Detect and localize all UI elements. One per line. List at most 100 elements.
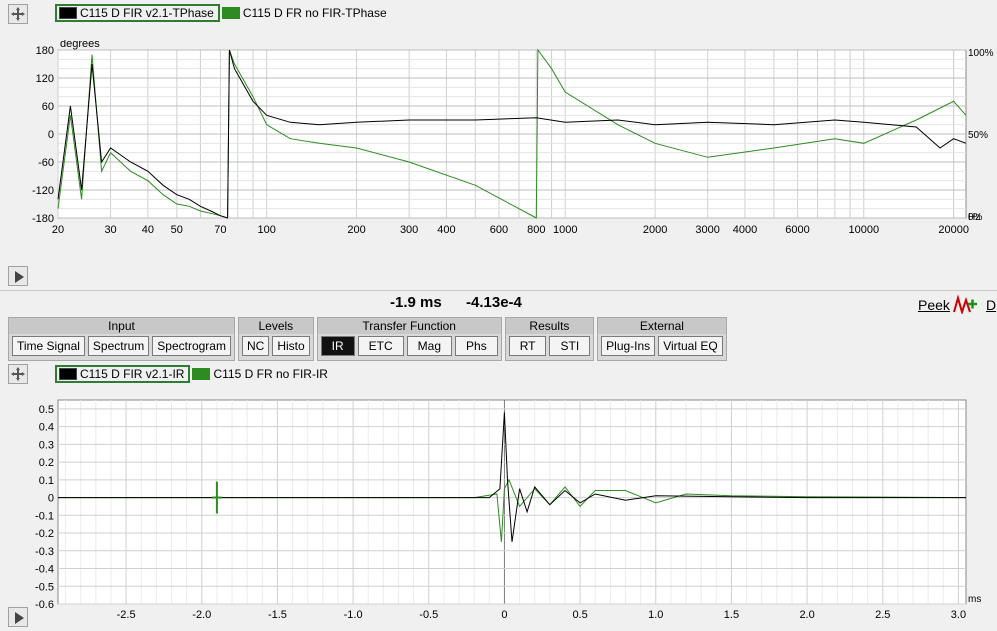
legend-swatch bbox=[221, 7, 240, 19]
x-tick-label: -2.5 bbox=[117, 609, 136, 621]
y-tick-label: -0.6 bbox=[35, 599, 54, 611]
x-tick-label: -0.5 bbox=[419, 609, 438, 621]
legend-label: C115 D FIR v2.1-TPhase bbox=[80, 6, 214, 20]
status-bar: -1.9 ms -4.13e-4 Peek D bbox=[0, 290, 997, 317]
series-line-fir-ir bbox=[58, 412, 966, 542]
right-axis-tick-label: 50% bbox=[968, 130, 988, 141]
x-tick-label: 20 bbox=[52, 224, 64, 236]
y-tick-label: -60 bbox=[38, 157, 54, 169]
series-line-fir-tphase bbox=[57, 49, 967, 219]
legend-swatch bbox=[192, 368, 211, 380]
legend-item-fir-ir[interactable]: C115 D FIR v2.1-IR bbox=[55, 365, 191, 383]
ir-plot-area bbox=[57, 399, 967, 605]
y-tick-label: -180 bbox=[32, 213, 54, 225]
peek-button[interactable]: Peek bbox=[918, 297, 950, 313]
x-unit-label: ms bbox=[968, 594, 981, 605]
etc-button[interactable]: ETC bbox=[357, 336, 404, 356]
play-icon[interactable] bbox=[8, 266, 28, 286]
legend-swatch bbox=[59, 368, 77, 380]
x-tick-label: 30 bbox=[104, 224, 116, 236]
group-title: Input bbox=[9, 318, 234, 334]
y-tick-label: -0.1 bbox=[35, 510, 54, 522]
y-tick-label: -120 bbox=[32, 185, 54, 197]
mag-button[interactable]: Mag bbox=[406, 336, 453, 356]
group-levels: Levels NC Histo bbox=[237, 317, 314, 361]
group-title: Transfer Function bbox=[317, 318, 501, 334]
x-tick-label: 300 bbox=[400, 224, 418, 236]
histo-button[interactable]: Histo bbox=[272, 336, 310, 356]
sti-button[interactable]: STI bbox=[549, 336, 591, 356]
y-tick-label: 0.5 bbox=[39, 404, 54, 416]
y-tick-label: -0.3 bbox=[35, 546, 54, 558]
play-icon[interactable] bbox=[8, 607, 28, 627]
legend-item-nofir-ir[interactable]: C115 D FR no FIR-IR bbox=[190, 365, 331, 383]
x-unit-label: Hz bbox=[968, 212, 980, 223]
x-tick-label: 0.5 bbox=[572, 609, 587, 621]
x-tick-label: 1.0 bbox=[648, 609, 663, 621]
series-line-nofir-ir bbox=[58, 478, 967, 542]
x-tick-label: 10000 bbox=[848, 224, 879, 236]
x-tick-label: 4000 bbox=[733, 224, 757, 236]
impulse-graph-pane: C115 D FIR v2.1-IR C115 D FR no FIR-IR 0… bbox=[0, 362, 997, 631]
x-tick-label: 2.0 bbox=[799, 609, 814, 621]
group-results: Results RT STI bbox=[504, 317, 595, 361]
x-tick-label: 2000 bbox=[643, 224, 667, 236]
x-tick-label: 70 bbox=[214, 224, 226, 236]
ir-button[interactable]: IR bbox=[320, 336, 355, 356]
group-external: External Plug-Ins Virtual EQ bbox=[597, 317, 727, 361]
group-transfer-function: Transfer Function IR ETC Mag Phs bbox=[316, 317, 502, 361]
legend-label: C115 D FR no FIR-TPhase bbox=[242, 6, 387, 20]
y-tick-label: 0 bbox=[48, 129, 54, 141]
y-tick-label: -0.2 bbox=[35, 528, 54, 540]
time-readout: -1.9 ms bbox=[390, 294, 442, 311]
group-title: External bbox=[598, 318, 726, 334]
y-tick-label: -0.5 bbox=[35, 581, 54, 593]
x-tick-label: 0 bbox=[501, 609, 507, 621]
spectrum-button[interactable]: Spectrum bbox=[87, 336, 150, 356]
y-tick-label: 0.3 bbox=[39, 439, 54, 451]
time-signal-button[interactable]: Time Signal bbox=[12, 336, 85, 356]
x-tick-label: 800 bbox=[527, 224, 545, 236]
x-tick-label: 40 bbox=[142, 224, 154, 236]
series-line-nofir-tphase bbox=[57, 48, 967, 219]
x-tick-label: 600 bbox=[490, 224, 508, 236]
y-tick-label: 0 bbox=[48, 493, 54, 505]
cut-off-button[interactable]: D bbox=[986, 297, 997, 313]
phase-graph-pane: C115 D FIR v2.1-TPhase C115 D FR no FIR-… bbox=[0, 0, 997, 290]
y-tick-label: 120 bbox=[36, 73, 54, 85]
y-unit-label: degrees bbox=[60, 40, 100, 50]
right-axis-tick-label: 100% bbox=[968, 48, 994, 59]
y-tick-label: 60 bbox=[42, 101, 54, 113]
x-tick-label: 6000 bbox=[785, 224, 809, 236]
virtual-eq-button[interactable]: Virtual EQ bbox=[658, 336, 723, 356]
move-graph-icon[interactable] bbox=[8, 364, 28, 384]
legend-item-nofir-tphase[interactable]: C115 D FR no FIR-TPhase bbox=[220, 4, 391, 22]
peek-icon[interactable] bbox=[953, 294, 979, 316]
x-tick-label: 20000 bbox=[938, 224, 969, 236]
x-tick-label: -1.0 bbox=[344, 609, 363, 621]
impulse-response-chart[interactable]: 0.5 0.4 0.3 0.2 0.1 0 -0.1 -0.2 -0.3 -0.4 -0.5 -0.6… bbox=[0, 392, 997, 631]
phs-button[interactable]: Phs bbox=[455, 336, 498, 356]
rt-button[interactable]: RT bbox=[508, 336, 547, 356]
top-legend: C115 D FIR v2.1-TPhase C115 D FR no FIR-… bbox=[55, 4, 391, 22]
plug-ins-button[interactable]: Plug-Ins bbox=[601, 336, 656, 356]
move-graph-icon[interactable] bbox=[8, 4, 28, 24]
x-tick-label: 400 bbox=[437, 224, 455, 236]
x-tick-label: 1000 bbox=[553, 224, 577, 236]
nc-button[interactable]: NC bbox=[241, 336, 270, 356]
bottom-legend: C115 D FIR v2.1-IR C115 D FR no FIR-IR bbox=[55, 365, 332, 383]
x-tick-label: -1.5 bbox=[268, 609, 287, 621]
x-tick-label: 1.5 bbox=[724, 609, 739, 621]
x-tick-label: 3000 bbox=[695, 224, 719, 236]
legend-label: C115 D FIR v2.1-IR bbox=[80, 367, 185, 381]
x-tick-label: 3.0 bbox=[951, 609, 966, 621]
right-axis-tick-label: 0% bbox=[968, 212, 983, 223]
group-title: Levels bbox=[238, 318, 313, 334]
y-tick-label: 0.4 bbox=[39, 422, 54, 434]
y-tick-label: 180 bbox=[36, 45, 54, 57]
x-tick-label: 100 bbox=[257, 224, 275, 236]
legend-item-fir-tphase[interactable]: C115 D FIR v2.1-TPhase bbox=[55, 4, 220, 22]
spectrogram-button[interactable]: Spectrogram bbox=[152, 336, 231, 356]
legend-label: C115 D FR no FIR-IR bbox=[213, 367, 328, 381]
